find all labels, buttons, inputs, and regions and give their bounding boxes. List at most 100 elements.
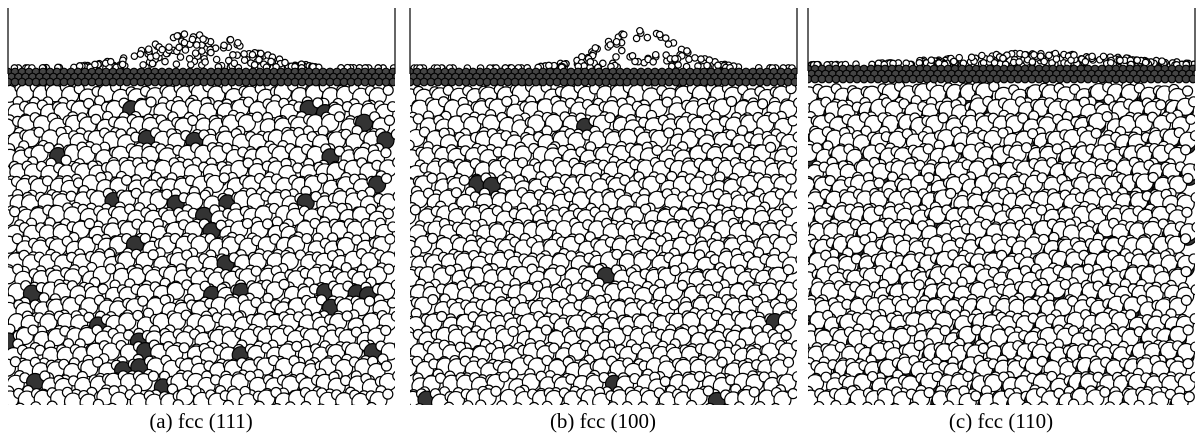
atom: [1107, 161, 1117, 171]
atom: [1183, 86, 1193, 96]
atom: [131, 53, 137, 59]
atom: [252, 112, 262, 122]
atom: [1156, 100, 1166, 110]
atom: [726, 97, 736, 107]
atom: [47, 401, 57, 411]
atom: [0, 314, 7, 324]
atom: [400, 162, 410, 172]
atom: [792, 222, 802, 232]
atom: [686, 235, 696, 245]
atom: [393, 157, 403, 167]
atom: [665, 41, 671, 47]
atom: [0, 345, 6, 355]
atom: [671, 404, 681, 414]
atom: [797, 98, 807, 108]
atom: [395, 341, 405, 351]
atom: [387, 298, 397, 308]
atom: [684, 48, 690, 54]
atom: [938, 113, 948, 123]
atom: [381, 361, 391, 371]
atom: [657, 31, 663, 37]
atom: [0, 248, 7, 258]
atom: [145, 46, 151, 52]
atom: [637, 28, 643, 34]
atom: [1186, 114, 1196, 124]
atom: [650, 59, 656, 65]
panel-caption: (a) fcc (111): [149, 409, 252, 433]
atom: [235, 40, 241, 46]
atom: [1191, 285, 1197, 295]
atom: [1091, 128, 1101, 138]
atom: [793, 280, 803, 290]
atom: [227, 36, 233, 42]
atom: [138, 296, 148, 306]
atom: [381, 325, 391, 335]
atom: [793, 160, 803, 170]
atom: [791, 78, 799, 86]
atom: [787, 147, 797, 157]
atom: [219, 173, 229, 183]
atom: [721, 404, 731, 414]
atom: [398, 280, 408, 290]
atom: [428, 233, 438, 243]
atom: [459, 175, 469, 185]
panel-caption: (b) fcc (100): [550, 409, 656, 433]
atom: [93, 399, 103, 409]
atom: [251, 62, 257, 68]
atom: [332, 405, 342, 415]
atom: [173, 61, 179, 67]
simulation-panel: [794, 50, 1197, 415]
atom: [428, 295, 438, 305]
atom: [202, 59, 208, 65]
atom: [787, 300, 797, 310]
atom: [797, 312, 807, 322]
atom: [556, 266, 566, 276]
atom: [166, 44, 172, 50]
atom: [149, 60, 155, 66]
atom: [153, 53, 159, 59]
atom: [781, 330, 791, 340]
atom: [491, 386, 501, 396]
atom: [788, 389, 798, 399]
atom: [0, 402, 8, 412]
atom: [0, 161, 8, 171]
atom: [0, 130, 5, 140]
atom: [798, 220, 808, 230]
atom: [61, 406, 71, 416]
atom: [427, 173, 437, 183]
atom: [0, 221, 3, 231]
atom: [672, 56, 678, 62]
atom: [782, 207, 792, 217]
atom: [546, 62, 552, 68]
atom: [788, 116, 798, 126]
atom: [783, 357, 793, 367]
atom: [607, 42, 613, 48]
atom: [411, 247, 421, 257]
atom: [663, 35, 669, 41]
atom: [476, 400, 486, 410]
atom: [497, 401, 507, 411]
atom: [787, 234, 797, 244]
atom: [231, 60, 237, 66]
figure: (a) fcc (111) (b) fcc (100) (c) fcc (110…: [0, 0, 1197, 440]
atom: [208, 49, 214, 55]
atom: [734, 402, 744, 412]
atom: [656, 404, 666, 414]
atom: [653, 52, 659, 58]
atom: [793, 132, 803, 142]
atom: [1181, 267, 1191, 277]
atom: [92, 61, 98, 67]
atom: [391, 129, 401, 139]
simulation-panel: [395, 28, 806, 416]
atom: [388, 102, 398, 112]
atom: [388, 222, 398, 232]
atom: [272, 404, 282, 414]
atom: [189, 36, 195, 42]
atom: [796, 190, 806, 200]
atom: [398, 101, 408, 111]
atom: [396, 370, 406, 380]
atom: [119, 61, 125, 67]
atom: [365, 296, 375, 306]
atom: [389, 78, 397, 86]
atom: [61, 155, 71, 165]
